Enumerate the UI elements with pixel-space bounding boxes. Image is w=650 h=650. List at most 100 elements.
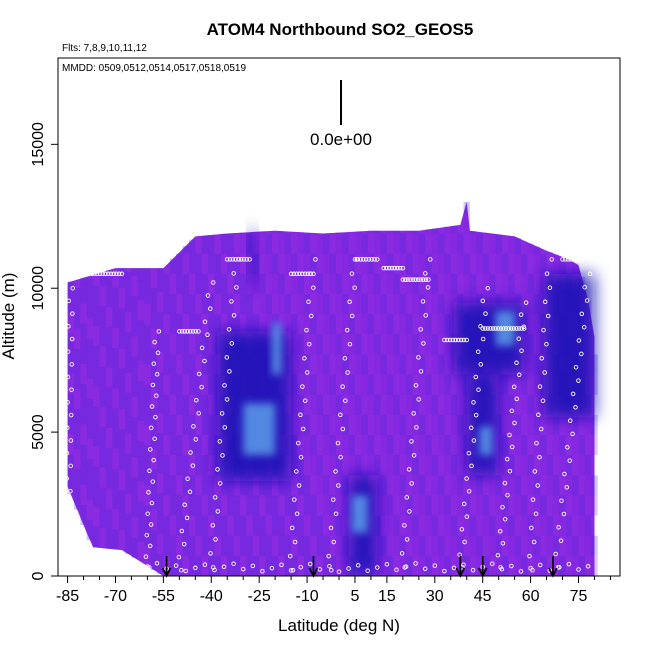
track-point: [563, 257, 568, 262]
heatmap-cell: [99, 427, 106, 448]
heatmap-cell: [227, 475, 234, 496]
heatmap-cell: [495, 374, 502, 395]
track-point: [409, 439, 414, 444]
heatmap-cell: [361, 294, 368, 315]
heatmap-cell: [240, 273, 247, 294]
heatmap-cell: [125, 473, 132, 494]
heatmap-cell: [425, 374, 432, 395]
track-point: [399, 551, 405, 556]
heatmap-cell: [259, 231, 266, 234]
track-point: [145, 511, 150, 516]
x-axis: -85 -70 -55 -40 -25 -10 5 15 30 45 60 75: [56, 576, 611, 605]
track-point: [394, 567, 399, 573]
track-point: [336, 569, 342, 574]
track-point: [298, 412, 303, 418]
track-point: [447, 337, 453, 343]
heatmap-cell: [323, 435, 330, 456]
heatmap-cell: [361, 435, 368, 456]
heatmap-cell: [291, 555, 298, 576]
heatmap-cell: [176, 435, 183, 456]
heatmap-cell: [444, 273, 451, 294]
heatmap-cell: [393, 475, 400, 496]
heatmap-cell: [393, 273, 400, 294]
heatmap-cell: [214, 555, 221, 576]
heatmap-cell: [367, 455, 375, 476]
track-point: [514, 326, 519, 331]
heatmap-cell: [157, 271, 164, 292]
track-point: [313, 257, 318, 262]
heatmap-cell: [163, 455, 170, 476]
heatmap-cell: [74, 348, 81, 369]
heatmap-cell: [265, 233, 272, 254]
heatmap-cell: [495, 414, 502, 435]
track-point: [119, 271, 125, 277]
heatmap-cell: [323, 233, 330, 254]
track-point: [250, 563, 256, 569]
heatmap-cell: [80, 343, 87, 364]
heatmap-cell: [393, 334, 400, 355]
track-point: [148, 447, 153, 452]
heatmap-cell: [214, 495, 221, 516]
track-point: [340, 426, 346, 432]
heatmap-cell: [393, 233, 400, 254]
heatmap-cell: [227, 555, 234, 576]
track-point: [579, 351, 584, 357]
heatmap-cell: [527, 273, 534, 294]
heatmap-cell: [444, 226, 451, 234]
heatmap-cell: [125, 332, 132, 353]
heatmap-cell: [201, 394, 209, 415]
track-point: [87, 566, 93, 571]
heatmap-cell: [514, 253, 521, 274]
heatmap-cell: [303, 374, 311, 395]
heatmap-cell: [425, 229, 432, 234]
heatmap-cell: [169, 495, 177, 516]
track-point: [355, 563, 361, 568]
x-tick-label: 45: [474, 588, 492, 605]
track-point: [114, 271, 119, 277]
track-point: [89, 271, 95, 277]
heatmap-cell: [240, 515, 247, 536]
track-point: [86, 271, 92, 277]
heatmap-cell: [591, 555, 598, 576]
track-point: [309, 313, 314, 319]
heatmap-cell: [412, 515, 419, 536]
heatmap-cell: [386, 455, 394, 476]
heatmap-cell: [342, 314, 349, 335]
track-point: [571, 257, 576, 262]
heatmap-cell: [233, 253, 240, 274]
heatmap-cell: [457, 495, 464, 516]
track-point: [413, 561, 418, 566]
heatmap-cell: [406, 394, 413, 415]
track-point: [493, 326, 498, 331]
heatmap-cell: [125, 513, 132, 534]
track-point: [182, 502, 187, 508]
heatmap-cell: [265, 253, 272, 274]
heatmap-cell: [431, 475, 438, 496]
heatmap-cell: [348, 253, 355, 274]
track-point: [188, 329, 193, 334]
heatmap-cell: [348, 314, 355, 335]
heatmap-cell: [310, 233, 317, 234]
heatmap-cell: [418, 374, 426, 395]
heatmap-cell: [425, 555, 432, 576]
heatmap-cell: [552, 414, 560, 435]
heatmap-cell: [144, 284, 151, 305]
heatmap-cell: [514, 475, 521, 496]
track-point: [327, 563, 332, 569]
heatmap-cell: [578, 555, 585, 576]
track-point: [65, 349, 71, 354]
track-point: [66, 324, 71, 329]
heatmap-cell: [380, 495, 387, 516]
heatmap-cell: [291, 435, 298, 456]
track-point: [478, 362, 484, 367]
heatmap-cell: [329, 435, 336, 456]
heatmap-cell: [540, 495, 547, 516]
track-point: [294, 511, 300, 516]
heatmap-cell: [501, 495, 509, 516]
heatmap-cell: [399, 374, 407, 395]
track-point: [69, 362, 75, 367]
track-point: [415, 277, 421, 282]
heatmap-cell: [86, 479, 94, 500]
track-point: [490, 326, 496, 331]
track-point: [116, 271, 122, 277]
